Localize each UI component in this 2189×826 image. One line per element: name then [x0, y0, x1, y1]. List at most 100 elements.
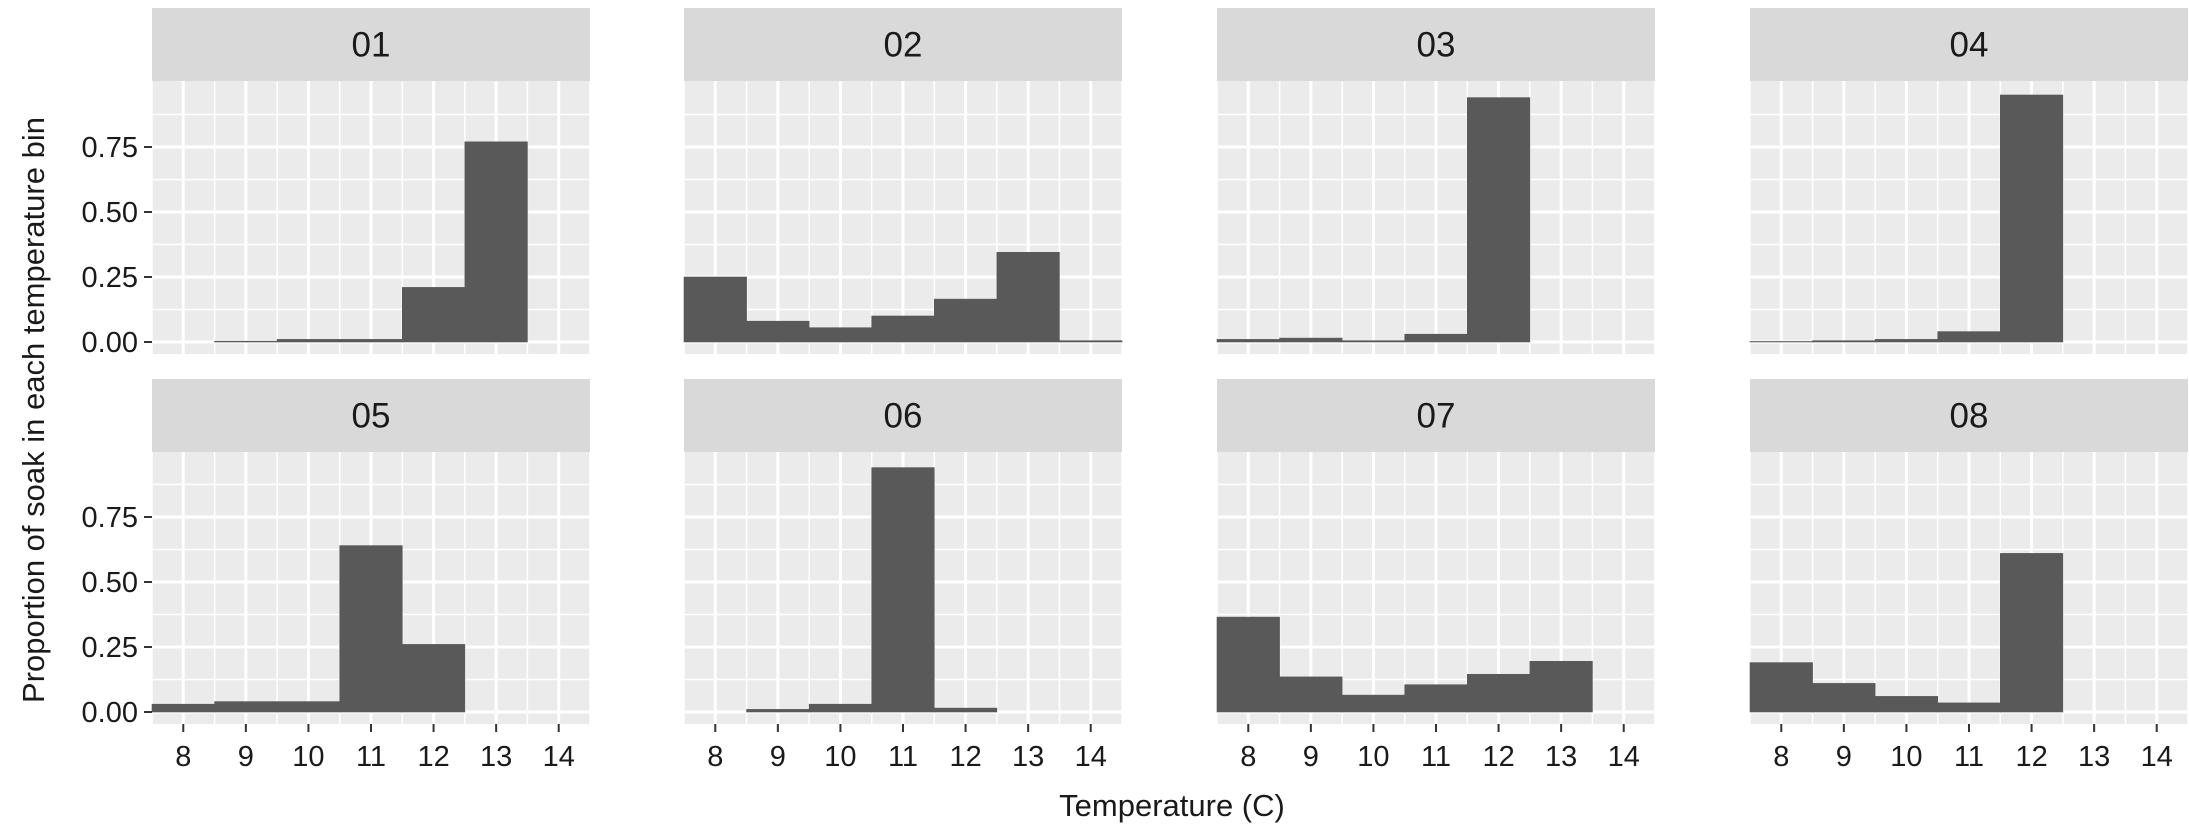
facet-strip — [152, 8, 590, 81]
facet-strip-label: 06 — [884, 397, 923, 436]
x-tick-label: 8 — [175, 741, 191, 773]
x-tick-label: 12 — [1482, 741, 1514, 773]
facet-panel-01: 01 0.00 0.25 0.50 0.75 — [82, 8, 591, 359]
histogram-bar-10 — [808, 703, 873, 713]
histogram-bar-8 — [683, 276, 747, 343]
histogram-bar-8 — [1749, 341, 1813, 343]
histogram-bar-9 — [1812, 683, 1876, 713]
histogram-bar-11 — [871, 467, 935, 713]
x-tick-label: 14 — [543, 741, 575, 773]
histogram-bar-8 — [151, 703, 215, 713]
facet-panel-02: 02 — [683, 8, 1123, 354]
y-axis-title: Proportion of soak in each temperature b… — [16, 117, 51, 703]
x-tick-label: 9 — [1303, 741, 1319, 773]
histogram-bar-11 — [1404, 333, 1468, 343]
histogram-bar-13 — [996, 252, 1060, 343]
y-tick-label: 0.00 — [82, 327, 138, 359]
x-tick-label: 10 — [1357, 741, 1389, 773]
facet-strip — [684, 8, 1122, 81]
histogram-bar-13 — [1529, 660, 1593, 713]
histogram-bar-12 — [933, 707, 998, 713]
y-tick-label: 0.00 — [82, 697, 138, 729]
x-tick-label: 8 — [707, 741, 723, 773]
histogram-bar-10 — [276, 701, 341, 713]
x-tick-label: 14 — [1075, 741, 1107, 773]
facet-strip-label: 02 — [884, 26, 923, 65]
x-tick-label: 14 — [2141, 741, 2173, 773]
x-tick-label: 13 — [1012, 741, 1044, 773]
histogram-bar-8 — [1216, 616, 1280, 713]
facet-strip-label: 07 — [1417, 397, 1456, 436]
x-tick-label: 11 — [1954, 741, 1984, 773]
histogram-bar-9 — [1279, 676, 1343, 713]
facet-strip — [1217, 379, 1655, 452]
x-tick-label: 9 — [238, 741, 254, 773]
histogram-bar-12 — [1999, 553, 2064, 713]
histogram-bar-12 — [401, 644, 466, 713]
x-tick-label: 12 — [2015, 741, 2047, 773]
histogram-bar-12 — [1466, 673, 1531, 713]
facet-panel-05: 05 0.00 0.25 0.50 0.75 8 9 10 11 12 13 14 — [82, 379, 591, 773]
x-tick-label: 9 — [1836, 741, 1852, 773]
y-tick-label: 0.75 — [82, 502, 138, 534]
x-tick-label: 8 — [1773, 741, 1789, 773]
histogram-bar-11 — [1937, 331, 2001, 343]
histogram-bar-10 — [1341, 340, 1406, 343]
histogram-bar-12 — [933, 298, 998, 343]
x-tick-label: 12 — [949, 741, 981, 773]
histogram-bar-12 — [1466, 97, 1531, 343]
facet-strip — [1217, 8, 1655, 81]
histogram-bar-14 — [1059, 340, 1123, 343]
facet-strip-label: 03 — [1417, 26, 1456, 65]
histogram-bar-10 — [1341, 694, 1406, 713]
facet-panel-04: 04 — [1749, 8, 2189, 354]
x-tick-label: 12 — [417, 741, 449, 773]
facet-panel-03: 03 — [1216, 8, 1656, 354]
histogram-bar-10 — [1874, 696, 1939, 713]
histogram-bar-12 — [1999, 94, 2064, 343]
x-tick-label: 13 — [480, 741, 512, 773]
x-tick-label: 8 — [1240, 741, 1256, 773]
y-tick-label: 0.50 — [82, 567, 138, 599]
histogram-bar-9 — [1812, 340, 1876, 343]
facet-panel-06: 06 8 9 10 11 12 13 14 — [683, 379, 1123, 773]
histogram-bar-10 — [808, 327, 873, 343]
x-tick-label: 13 — [1545, 741, 1577, 773]
facet-panel-07: 07 8 9 10 11 12 13 14 — [1216, 379, 1656, 773]
histogram-bar-8 — [1216, 339, 1280, 343]
histogram-bar-9 — [746, 709, 810, 713]
histogram-bar-9 — [214, 340, 278, 343]
x-tick-label: 11 — [888, 741, 918, 773]
histogram-bar-10 — [276, 339, 341, 343]
facet-strip — [1750, 379, 2188, 452]
x-tick-label: 10 — [1890, 741, 1922, 773]
facet-strip-label: 01 — [352, 26, 391, 65]
x-tick-label: 11 — [356, 741, 386, 773]
y-tick-label: 0.25 — [82, 632, 138, 664]
facet-strip — [152, 379, 590, 452]
y-tick-label: 0.25 — [82, 262, 138, 294]
histogram-bar-13 — [464, 141, 528, 343]
histogram-bar-9 — [1279, 337, 1343, 343]
y-tick-label: 0.50 — [82, 197, 138, 229]
histogram-bar-9 — [214, 701, 278, 713]
facet-strip-label: 08 — [1950, 397, 1989, 436]
y-tick-label: 0.75 — [82, 132, 138, 164]
facet-strip — [1750, 8, 2188, 81]
x-tick-label: 11 — [1421, 741, 1451, 773]
x-tick-label: 14 — [1608, 741, 1640, 773]
histogram-bar-12 — [401, 287, 466, 343]
histogram-bar-10 — [1874, 339, 1939, 343]
histogram-bar-11 — [339, 545, 403, 713]
facet-panel-08: 08 8 9 10 11 12 13 14 — [1749, 379, 2189, 773]
x-tick-label: 10 — [292, 741, 324, 773]
x-axis-title: Temperature (C) — [1059, 788, 1285, 823]
histogram-bar-11 — [1937, 702, 2001, 713]
facets-layer: 01 0.00 0.25 0.50 0.75 02 03 04 05 0.00 0.25 0.50 0.… — [82, 8, 2189, 773]
histogram-bar-11 — [1404, 684, 1468, 713]
facet-strip — [684, 379, 1122, 452]
x-tick-label: 13 — [2078, 741, 2110, 773]
histogram-bar-9 — [746, 320, 810, 343]
facet-strip-label: 05 — [352, 397, 391, 436]
